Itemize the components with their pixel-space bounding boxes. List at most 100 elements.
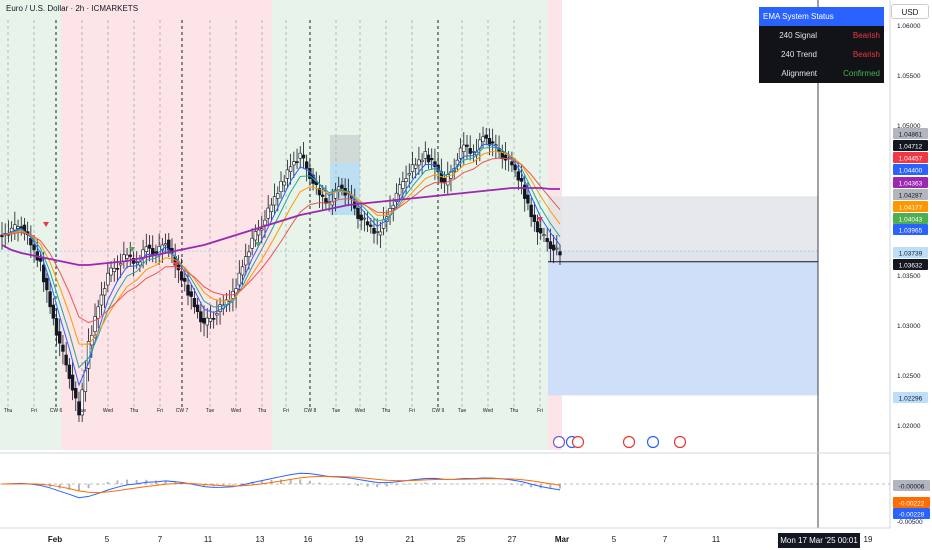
price-label: 1.02296 <box>899 396 923 403</box>
candle <box>301 142 306 169</box>
x-tick-label: 13 <box>256 535 265 544</box>
candle <box>211 311 216 329</box>
macd-histogram-bar <box>491 483 494 485</box>
macd-histogram-bar <box>482 483 485 484</box>
y-tick-label: 1.03500 <box>897 273 921 280</box>
candle <box>64 342 68 372</box>
x-tick-label: 27 <box>508 535 517 544</box>
candle <box>13 211 17 240</box>
candle <box>260 215 264 243</box>
candle <box>446 161 450 195</box>
candle <box>93 303 97 339</box>
y-tick-label: 1.05000 <box>897 123 921 130</box>
candle <box>179 258 184 288</box>
signal-line <box>1 475 561 494</box>
macd-histogram-bar <box>116 480 119 484</box>
macd-histogram-bar <box>347 484 350 485</box>
economic-event-icon <box>552 435 566 449</box>
price-label-box <box>893 247 928 258</box>
candle <box>9 221 14 242</box>
macd-histogram-bar <box>241 483 244 484</box>
candle <box>109 261 113 282</box>
signal-marker <box>537 217 543 222</box>
ema-line <box>1 150 561 345</box>
day-label: Fri <box>157 408 163 414</box>
target-zone-box <box>548 250 818 396</box>
price-label-box <box>893 213 928 224</box>
candle <box>426 148 431 169</box>
economic-event-icon <box>646 435 660 449</box>
macd-histogram-bar <box>126 479 129 484</box>
currency-button[interactable]: USD <box>891 4 929 19</box>
x-tick-label: Mar <box>555 535 569 544</box>
price-label: 1.03739 <box>899 251 923 258</box>
economic-event-icon <box>571 435 585 449</box>
macd-histogram-bar <box>443 483 446 485</box>
candle <box>526 182 530 211</box>
day-label: CW 6 <box>50 408 63 414</box>
candle <box>555 235 559 256</box>
candle <box>356 201 360 229</box>
macd-histogram-bar <box>328 484 331 485</box>
ema-line <box>1 143 561 387</box>
candle <box>67 358 72 389</box>
candle <box>218 297 222 325</box>
day-label: Fri <box>31 408 37 414</box>
macd-histogram-bar <box>356 484 359 486</box>
status-label: 240 Signal <box>779 31 817 40</box>
macd-histogram-bar <box>222 484 225 486</box>
candle <box>378 221 383 248</box>
chart-title: Euro / U.S. Dollar · 2h · ICMARKETS <box>6 4 139 13</box>
candle <box>462 132 466 165</box>
macd-histogram-bar <box>174 481 177 484</box>
candle <box>391 198 395 222</box>
candle <box>144 233 149 265</box>
status-label: 240 Trend <box>780 50 817 59</box>
macd-histogram-bar <box>520 484 523 486</box>
candle <box>118 253 123 278</box>
price-label: 1.04400 <box>899 168 923 175</box>
day-label: CW 7 <box>176 408 189 414</box>
candle <box>282 174 286 192</box>
candle <box>304 154 309 182</box>
session-zone <box>0 0 61 450</box>
status-label: Alignment <box>781 69 817 78</box>
price-label-box <box>893 189 928 200</box>
candle <box>215 300 219 325</box>
candle <box>542 227 546 242</box>
candle <box>38 251 43 272</box>
signal-marker <box>173 262 179 267</box>
price-label: 1.04363 <box>899 181 923 188</box>
candle <box>131 251 136 277</box>
range-zone-box <box>548 196 818 262</box>
status-row: 240 Trend Bearish <box>759 45 884 64</box>
day-label: Fri <box>537 408 543 414</box>
y-tick-label: 1.02000 <box>897 423 921 430</box>
price-label: 1.04287 <box>899 193 923 200</box>
candle <box>548 228 553 262</box>
candle <box>410 151 415 179</box>
day-label: Thu <box>382 408 391 414</box>
x-tick-label: 19 <box>864 535 873 544</box>
price-label-box <box>893 201 928 212</box>
candle <box>163 233 168 252</box>
x-tick-label: 5 <box>612 535 617 544</box>
price-label-box <box>893 140 928 151</box>
price-label: 1.03965 <box>899 228 923 235</box>
candle <box>362 211 367 232</box>
macd-tick-label: -0.00500 <box>897 519 923 526</box>
candle <box>250 228 254 256</box>
candle <box>61 335 65 365</box>
macd-histogram-bar <box>77 484 80 491</box>
y-tick-label: 1.03000 <box>897 323 921 330</box>
macd-histogram-bar <box>462 483 465 484</box>
candle <box>205 308 209 338</box>
macd-histogram-bar <box>289 479 292 484</box>
candle <box>256 220 261 245</box>
status-row: 240 Signal Bearish <box>759 26 884 45</box>
macd-histogram-bar <box>414 483 417 484</box>
candle <box>394 183 399 209</box>
day-label: CW 8 <box>304 408 317 414</box>
candle <box>468 135 472 161</box>
